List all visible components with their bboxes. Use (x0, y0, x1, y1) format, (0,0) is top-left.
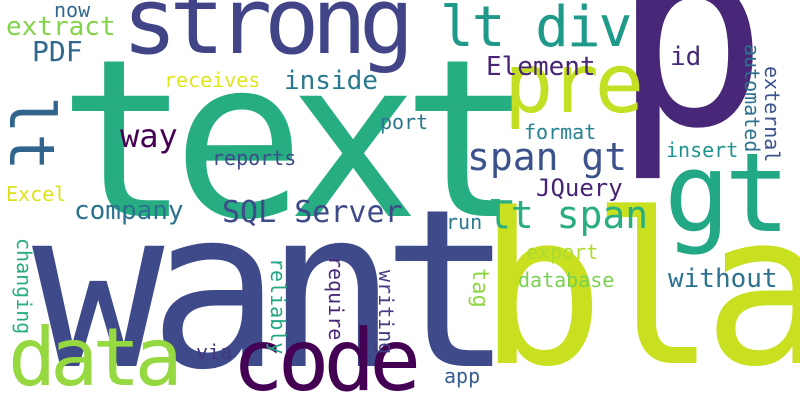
word-text: text (58, 12, 534, 268)
word-export: export (526, 240, 599, 264)
word-now: now (54, 0, 91, 22)
word-code: code (232, 311, 421, 400)
word-without: without (668, 264, 778, 294)
word-strong: strong (122, 0, 414, 75)
word-inside: inside (284, 66, 378, 96)
word-bla: bla (478, 168, 800, 400)
word-p: p (612, 0, 769, 186)
word-extract: extract (6, 12, 116, 42)
word-gt: gt (664, 129, 790, 257)
word-automated: automated (740, 44, 764, 153)
word-database: database (518, 268, 615, 292)
word-format: format (524, 120, 597, 144)
word-require: require (324, 256, 348, 341)
word-span-gt: span gt (467, 135, 628, 179)
word-via: via (196, 340, 233, 364)
word-jquery: JQuery (536, 174, 623, 202)
word-company: company (74, 196, 184, 226)
word-reliably: reliably (266, 258, 290, 355)
word-receives: receives (164, 68, 261, 92)
word-want: want (32, 162, 514, 400)
word-insert: insert (666, 138, 739, 162)
word-lt-span: lt span (488, 193, 649, 237)
word-pdf: PDF (32, 35, 83, 68)
word-way: way (120, 117, 178, 155)
word-element: Element (486, 52, 596, 82)
word-app: app (444, 364, 481, 388)
word-id: id (670, 42, 702, 72)
word-writing: writing (374, 270, 398, 355)
word-tag: tag (467, 268, 492, 308)
word-data: data (8, 311, 183, 400)
word-pre: pre (504, 37, 644, 132)
word-lt-div: lt div (440, 0, 632, 60)
word-reports: reports (212, 146, 297, 170)
word-external: external (760, 66, 784, 163)
word-port: port (380, 110, 429, 134)
word-changing: changing (12, 238, 36, 335)
word-lt-vertical: lt (0, 96, 68, 171)
word-excel: Excel (6, 182, 67, 206)
word-run: run (446, 210, 483, 234)
word-sql-server: SQL Server (222, 195, 403, 230)
